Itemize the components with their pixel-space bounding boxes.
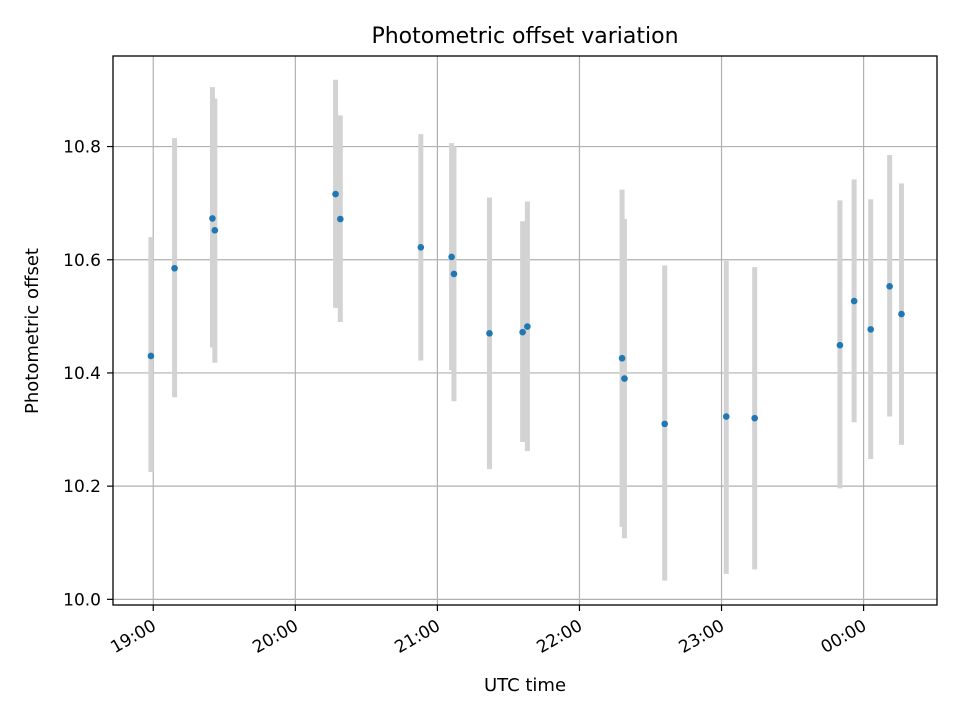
data-point <box>147 352 155 360</box>
x-axis-ticks: 19:00 20:00 21:00 22:00 23:00 00:00 <box>107 605 870 658</box>
y-tick-label: 10.4 <box>63 364 101 384</box>
data-point <box>211 227 219 234</box>
y-axis-ticks: 10.0 10.2 10.4 10.6 10.8 <box>63 138 113 610</box>
data-point <box>621 375 628 382</box>
chart-title: Photometric offset variation <box>371 24 678 49</box>
data-point <box>898 310 905 318</box>
data-point <box>886 283 893 290</box>
data-point <box>722 413 730 420</box>
data-point <box>524 323 531 330</box>
y-tick-label: 10.8 <box>63 138 101 158</box>
x-tick-label: 00:00 <box>818 616 870 658</box>
data-point <box>867 326 875 333</box>
x-tick-label: 20:00 <box>249 616 301 658</box>
data-point <box>450 270 458 278</box>
x-tick-label: 22:00 <box>534 616 586 658</box>
data-point <box>661 420 669 428</box>
plot-area <box>112 55 938 606</box>
data-point <box>486 330 493 337</box>
data-point <box>171 264 178 272</box>
x-tick-label: 19:00 <box>107 616 159 658</box>
data-point <box>448 253 455 261</box>
y-tick-label: 10.6 <box>63 251 101 271</box>
x-tick-label: 21:00 <box>391 616 443 658</box>
error-bars <box>148 79 904 581</box>
x-tick-label: 23:00 <box>676 616 728 658</box>
data-point <box>209 215 216 222</box>
data-point <box>751 414 758 422</box>
data-point <box>850 297 858 305</box>
data-points <box>147 190 905 428</box>
data-point <box>337 215 344 223</box>
y-tick-label: 10.0 <box>63 590 101 610</box>
data-point <box>618 354 626 362</box>
data-point <box>332 190 339 198</box>
data-point <box>417 244 425 251</box>
data-point <box>519 328 526 336</box>
y-axis-label: Photometric offset <box>22 248 43 414</box>
data-point <box>836 341 844 349</box>
x-axis-label: UTC time <box>484 675 566 696</box>
y-tick-label: 10.2 <box>63 477 101 497</box>
